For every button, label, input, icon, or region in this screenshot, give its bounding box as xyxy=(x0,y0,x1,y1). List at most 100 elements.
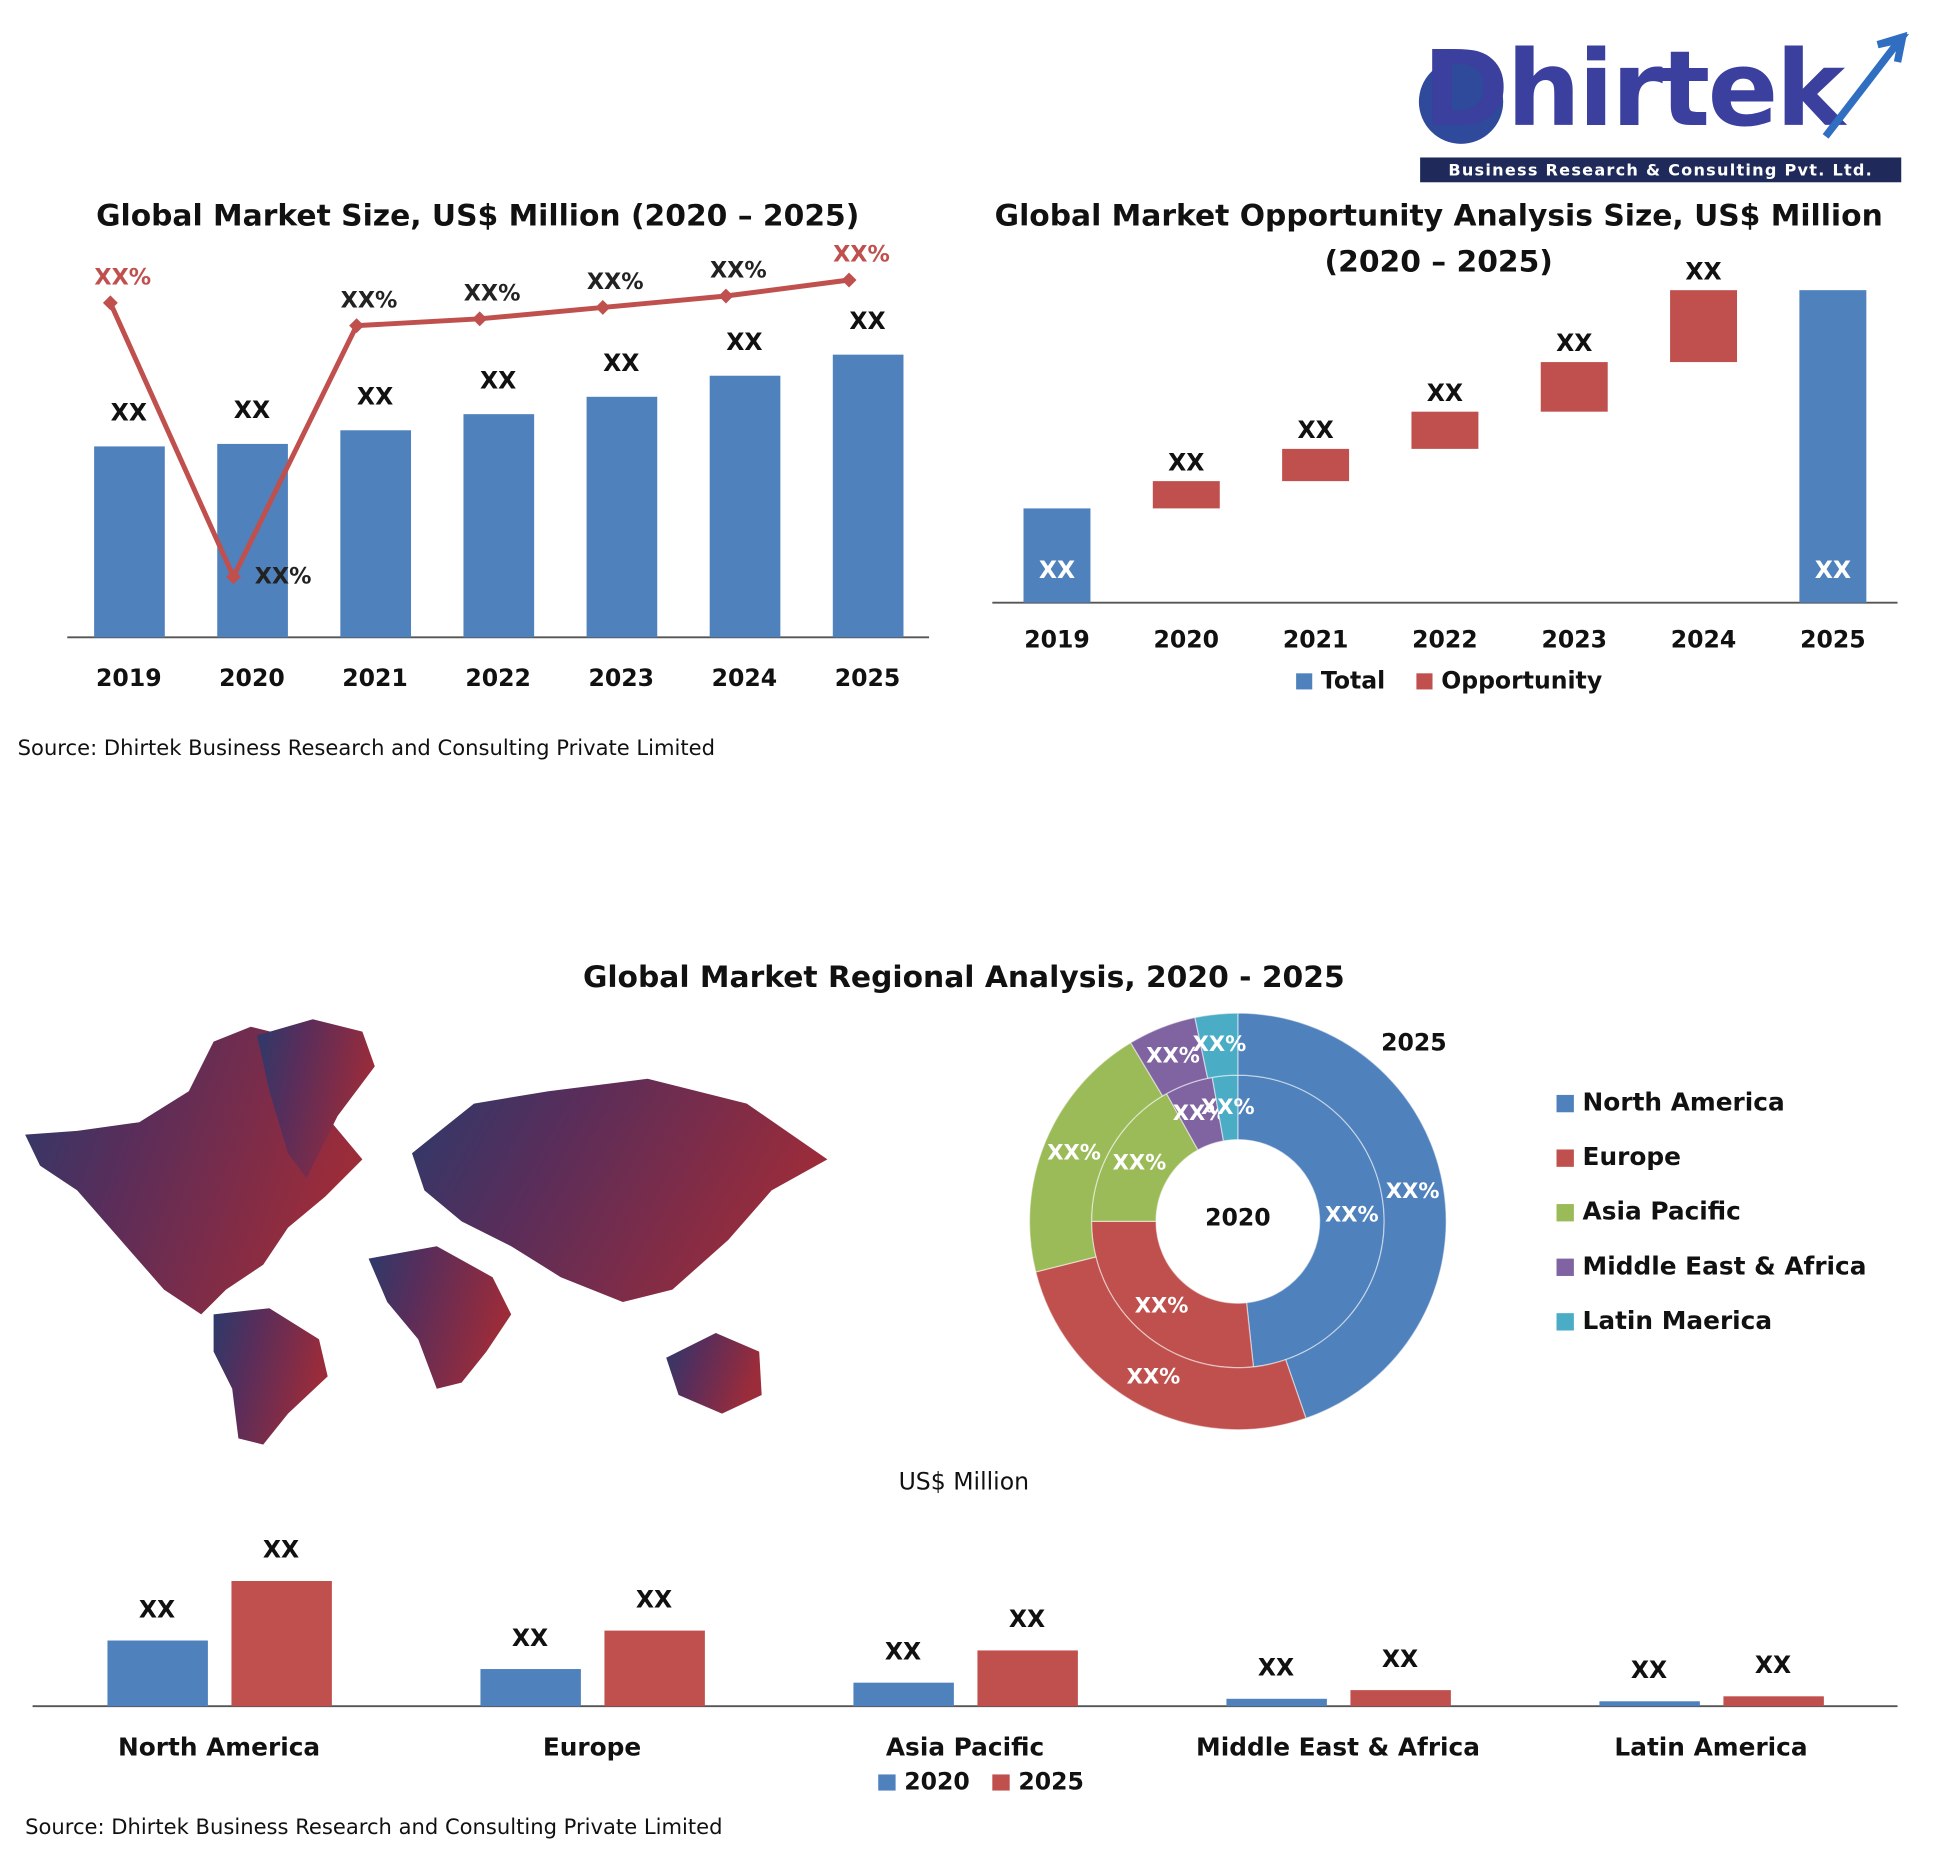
legend-swatch xyxy=(1296,673,1313,690)
legend-swatch xyxy=(1556,1313,1574,1331)
x-tick-label: 2021 xyxy=(342,664,408,692)
data-label: XX xyxy=(885,1637,921,1665)
x-tick-label: 2019 xyxy=(1024,626,1090,654)
data-label: XX% xyxy=(1201,1094,1255,1119)
data-label: XX% xyxy=(1047,1140,1101,1165)
data-label: XX xyxy=(480,366,516,394)
data-label: XX xyxy=(1297,416,1333,444)
x-tick-label: 2023 xyxy=(589,664,655,692)
series-label: 2025 xyxy=(1381,1029,1447,1057)
legend-label: 2025 xyxy=(1018,1768,1084,1796)
bar xyxy=(1350,1690,1451,1707)
data-label: XX% xyxy=(94,265,151,291)
line-marker xyxy=(841,272,857,288)
line-marker xyxy=(472,311,488,327)
x-tick-label: 2024 xyxy=(1671,626,1737,654)
chart-title: Global Market Opportunity Analysis Size,… xyxy=(995,199,1883,234)
data-label: XX xyxy=(234,396,270,424)
logo-globe xyxy=(1418,59,1504,144)
map-australia xyxy=(666,1333,762,1414)
legend-label: North America xyxy=(1583,1088,1785,1117)
bar-opportunity xyxy=(1282,448,1350,482)
legend-label: Middle East & Africa xyxy=(1583,1251,1867,1280)
bar xyxy=(977,1650,1078,1707)
bar xyxy=(1226,1698,1327,1707)
donut-slice xyxy=(1194,1012,1239,1079)
bar-total xyxy=(1023,508,1091,603)
x-tick-label: 2020 xyxy=(1154,626,1220,654)
data-label: XX xyxy=(726,328,762,356)
legend-swatch xyxy=(1556,1258,1574,1276)
data-label: XX xyxy=(1168,448,1204,476)
data-label: XX xyxy=(849,307,885,335)
data-label: XX% xyxy=(587,269,644,295)
x-tick-label: Europe xyxy=(543,1732,641,1761)
x-tick-label: 2025 xyxy=(1800,626,1866,654)
bar xyxy=(463,414,535,638)
bar xyxy=(1599,1701,1700,1707)
data-label: XX xyxy=(263,1536,299,1564)
bar xyxy=(853,1682,954,1707)
logo: Dhirtek Business Research & Consulting P… xyxy=(1418,28,1910,183)
legend-swatch xyxy=(1556,1094,1574,1113)
chart-title: Global Market Size, US$ Million (2020 – … xyxy=(96,199,859,234)
x-tick-label: Asia Pacific xyxy=(886,1732,1044,1761)
map-eurasia xyxy=(412,1078,828,1302)
data-label: XX xyxy=(1009,1605,1045,1633)
x-tick-label: Middle East & Africa xyxy=(1196,1732,1480,1761)
bar-total xyxy=(1799,290,1867,603)
data-label: XX xyxy=(111,399,147,427)
data-label: XX xyxy=(1631,1656,1667,1684)
data-label: XX% xyxy=(1386,1178,1440,1203)
bar xyxy=(1723,1696,1824,1707)
data-label: XX xyxy=(357,383,393,411)
bar xyxy=(832,354,904,638)
legend-label: Asia Pacific xyxy=(1583,1197,1741,1226)
data-label: XX% xyxy=(1135,1292,1189,1317)
logo-arrow xyxy=(1822,31,1910,139)
bar xyxy=(94,446,165,638)
chart-title: Global Market Regional Analysis, 2020 - … xyxy=(583,960,1345,995)
bar xyxy=(586,396,658,638)
world-map xyxy=(25,1019,828,1445)
bar xyxy=(107,1640,208,1707)
x-tick-label: 2024 xyxy=(712,664,778,692)
legend-swatch xyxy=(1556,1149,1574,1167)
logo-bar xyxy=(1420,157,1902,183)
x-tick-label: 2022 xyxy=(465,664,531,692)
source: Source: Dhirtek Business Research and Co… xyxy=(18,735,715,760)
data-label: XX% xyxy=(464,281,521,307)
x-tick-label: 2020 xyxy=(219,664,285,692)
data-label: XX% xyxy=(1113,1150,1167,1175)
data-label: XX% xyxy=(255,563,312,589)
legend-label: Europe xyxy=(1583,1142,1681,1171)
bar xyxy=(604,1630,705,1707)
data-label: XX xyxy=(1039,556,1075,584)
line-marker xyxy=(102,295,118,311)
logo-name: Dhirtek xyxy=(1423,28,1848,150)
logo-tagline: Business Research & Consulting Pvt. Ltd. xyxy=(1448,161,1873,180)
map-greenland xyxy=(257,1019,375,1178)
legend-swatch xyxy=(1556,1204,1574,1222)
bar xyxy=(340,430,412,638)
bar xyxy=(480,1669,581,1707)
bar-opportunity xyxy=(1540,362,1608,412)
bar xyxy=(231,1581,332,1707)
data-label: XX% xyxy=(710,258,767,284)
line-marker xyxy=(226,569,241,585)
bar xyxy=(709,375,781,638)
data-label: XX xyxy=(636,1585,672,1613)
data-label: XX xyxy=(1815,556,1851,584)
data-label: XX% xyxy=(1146,1042,1200,1067)
legend-label: Total xyxy=(1321,667,1385,695)
data-label: XX% xyxy=(341,287,398,313)
legend-label: 2020 xyxy=(904,1768,970,1796)
x-tick-label: 2025 xyxy=(835,664,901,692)
map-africa xyxy=(368,1246,512,1389)
data-label: XX% xyxy=(1127,1363,1181,1388)
x-tick-label: 2023 xyxy=(1541,626,1607,654)
data-label: XX xyxy=(603,349,639,377)
x-tick-label: North America xyxy=(118,1732,320,1761)
legend-swatch xyxy=(1416,673,1433,690)
